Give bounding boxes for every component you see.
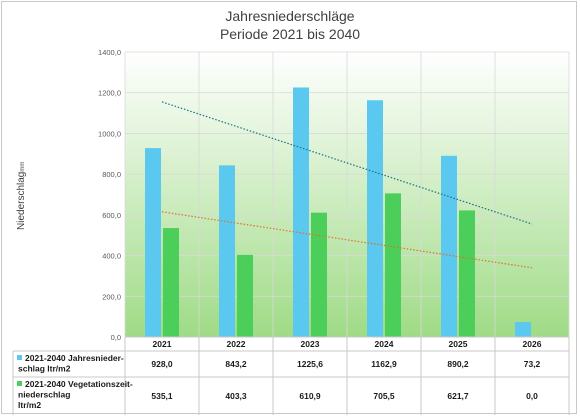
chart-subtitle: Periode 2021 bis 2040	[219, 26, 361, 42]
bar-1-2023	[293, 87, 309, 337]
y-tick-label: 600,0	[102, 211, 121, 220]
data-label-2-2024: 705,5	[373, 391, 395, 401]
x-tick-label-2026: 2026	[523, 339, 542, 349]
bar-1-2024	[367, 100, 383, 337]
data-label-1-2023: 1225,6	[297, 359, 323, 369]
y-tick-label: 1400,0	[98, 48, 121, 57]
bar-2-2022	[237, 254, 253, 337]
y-tick-label: 1000,0	[98, 129, 121, 138]
data-label-2-2025: 621,7	[447, 391, 469, 401]
legend-swatch-2	[17, 381, 22, 386]
bar-1-2022	[219, 165, 235, 337]
chart-title: Jahresniederschläge	[225, 8, 355, 24]
y-tick-label: 800,0	[102, 170, 121, 179]
data-label-2-2021: 535,1	[151, 391, 173, 401]
trendline-1	[161, 101, 533, 225]
data-label-1-2024: 1162,9	[371, 359, 397, 369]
y-tick-label: 1200,0	[98, 89, 121, 98]
bar-2-2023	[311, 212, 327, 337]
legend-swatch-1	[17, 355, 22, 360]
data-label-1-2026: 73,2	[524, 359, 541, 369]
x-tick-label-2024: 2024	[375, 339, 394, 349]
legend-label-2: niederschlag	[18, 390, 70, 400]
legend-label-2: 2021-2040 Vegetationszeit-	[25, 379, 133, 389]
data-label-1-2021: 928,0	[151, 359, 173, 369]
legend-label-1: 2021-2040 Jahresnieder-	[25, 353, 124, 363]
bar-1-2021	[145, 148, 161, 337]
y-axis-label: Niederschlagmm	[16, 162, 27, 230]
legend-label-2: ltr/m2	[18, 400, 41, 410]
data-label-2-2022: 403,3	[225, 391, 247, 401]
y-tick-label: 200,0	[102, 292, 121, 301]
y-tick-label: 0,0	[111, 333, 121, 342]
x-tick-label-2021: 2021	[153, 339, 172, 349]
bar-2-2024	[385, 193, 401, 337]
y-tick-label: 400,0	[102, 252, 121, 261]
bar-2-2025	[459, 210, 475, 337]
x-tick-label-2023: 2023	[301, 339, 320, 349]
bar-2-2021	[163, 228, 179, 337]
data-label-1-2025: 890,2	[447, 359, 469, 369]
bar-1-2025	[441, 155, 457, 337]
data-label-2-2026: 0,0	[526, 391, 538, 401]
legend-label-1: schlag ltr/m2	[18, 364, 71, 374]
x-tick-label-2025: 2025	[449, 339, 468, 349]
data-label-2-2023: 610,9	[299, 391, 321, 401]
data-label-1-2022: 843,2	[225, 359, 247, 369]
bar-1-2026	[515, 322, 531, 337]
x-tick-label-2022: 2022	[227, 339, 246, 349]
